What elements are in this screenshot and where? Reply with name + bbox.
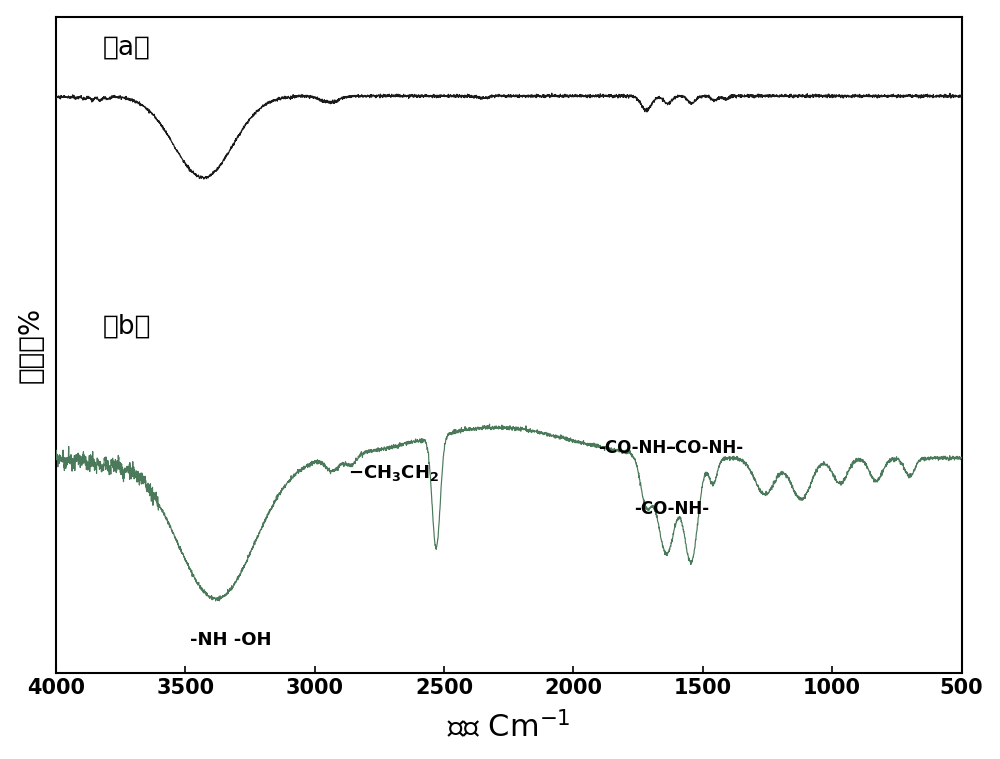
Text: （a）: （a） bbox=[102, 34, 150, 60]
Text: -CO-NH-: -CO-NH- bbox=[668, 439, 743, 458]
X-axis label: 波数 Cm$^{-1}$: 波数 Cm$^{-1}$ bbox=[447, 710, 570, 742]
Text: -NH -OH: -NH -OH bbox=[190, 631, 272, 649]
Y-axis label: 透射率%: 透射率% bbox=[17, 307, 45, 383]
Text: $\mathbf{-CH_3CH_2}$: $\mathbf{-CH_3CH_2}$ bbox=[348, 463, 439, 483]
Text: -CO-NH-: -CO-NH- bbox=[634, 500, 709, 518]
Text: -CO-NH-: -CO-NH- bbox=[598, 439, 673, 458]
Text: （b）: （b） bbox=[102, 313, 151, 340]
